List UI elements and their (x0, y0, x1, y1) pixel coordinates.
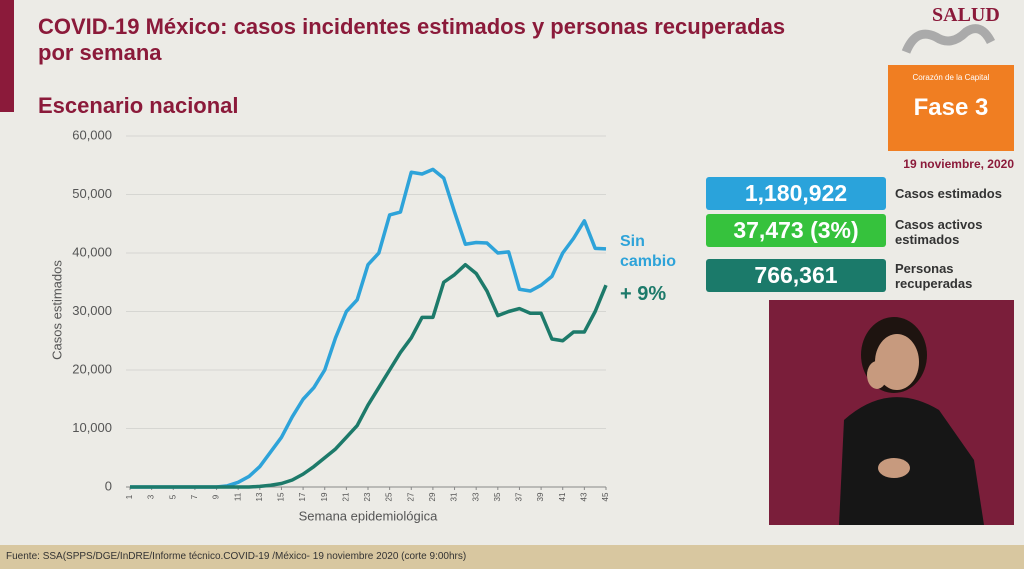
x-axis-title: Semana epidemiológica (299, 508, 439, 523)
y-tick-label: 60,000 (72, 127, 112, 142)
phase-caption: Corazón de la Capital (912, 73, 990, 82)
stat-label: Personas recuperadas (895, 261, 973, 291)
y-tick-label: 0 (105, 478, 112, 493)
x-tick-label: 15 (277, 492, 286, 501)
subtitle: Escenario nacional (38, 93, 239, 118)
x-tick-label: 9 (212, 494, 221, 499)
x-tick-label: 31 (450, 492, 459, 501)
title: COVID-19 México: casos incidentes estima… (38, 14, 786, 65)
stat-value: 766,361 (706, 259, 886, 292)
video (769, 300, 1014, 525)
phase-label: Fase 3 (913, 94, 989, 121)
x-tick-label: 37 (515, 492, 524, 501)
x-tick-label: 11 (233, 492, 242, 501)
y-tick-label: 10,000 (72, 420, 112, 435)
x-tick-label: 23 (363, 492, 372, 501)
y-tick-label: 30,000 (72, 303, 112, 318)
series-line (130, 262, 608, 489)
x-tick-label: 13 (255, 492, 264, 501)
accent-bar (0, 0, 14, 112)
person-body (839, 397, 984, 525)
x-tick-label: 43 (579, 492, 588, 501)
stat-value: 1,180,922 (706, 177, 886, 210)
annotation: Sin cambio (620, 233, 677, 270)
x-tick-label: 27 (406, 492, 415, 501)
stat-label: Casos estimados (895, 186, 1002, 201)
logo (901, 24, 996, 54)
person-hand (878, 458, 910, 478)
x-tick-label: 29 (428, 492, 437, 501)
date: 19 noviembre, 2020 (903, 157, 1014, 171)
x-tick-label: 7 (190, 494, 199, 499)
y-axis-title: Casos estimados (49, 260, 64, 360)
chart: Casos estimados Semana epidemiológica 0 1… (49, 127, 610, 523)
x-tick-label: 5 (168, 494, 177, 499)
footer: Fuente: SSA(SPPS/DGE/InDRE/Informe técni… (0, 545, 1024, 569)
stat-value: 37,473 (3%) (706, 214, 886, 247)
x-tick-label: 45 (601, 492, 610, 501)
annotation: + 9% (620, 283, 667, 305)
x-tick-label: 33 (471, 492, 480, 501)
x-tick-label: 39 (536, 492, 545, 501)
series-line (130, 167, 607, 489)
y-tick-label: 20,000 (72, 361, 112, 376)
y-tick-label: 40,000 (72, 244, 112, 259)
logo-text: SALUD (932, 4, 1000, 26)
stat-label: Casos activos estimados (895, 217, 983, 247)
y-tick-label: 50,000 (72, 186, 112, 201)
x-tick-label: 1 (125, 494, 134, 499)
x-tick-label: 41 (558, 492, 567, 501)
x-tick-label: 35 (493, 492, 502, 501)
x-tick-label: 21 (341, 492, 350, 501)
x-tick-label: 25 (385, 492, 394, 501)
x-tick-label: 17 (298, 492, 307, 501)
person-hand (867, 361, 887, 389)
logo-shape (901, 24, 996, 54)
x-tick-label: 3 (147, 494, 156, 499)
x-tick-label: 19 (320, 492, 329, 501)
phase-box: Corazón de la Capital Fase 3 (888, 65, 1014, 151)
